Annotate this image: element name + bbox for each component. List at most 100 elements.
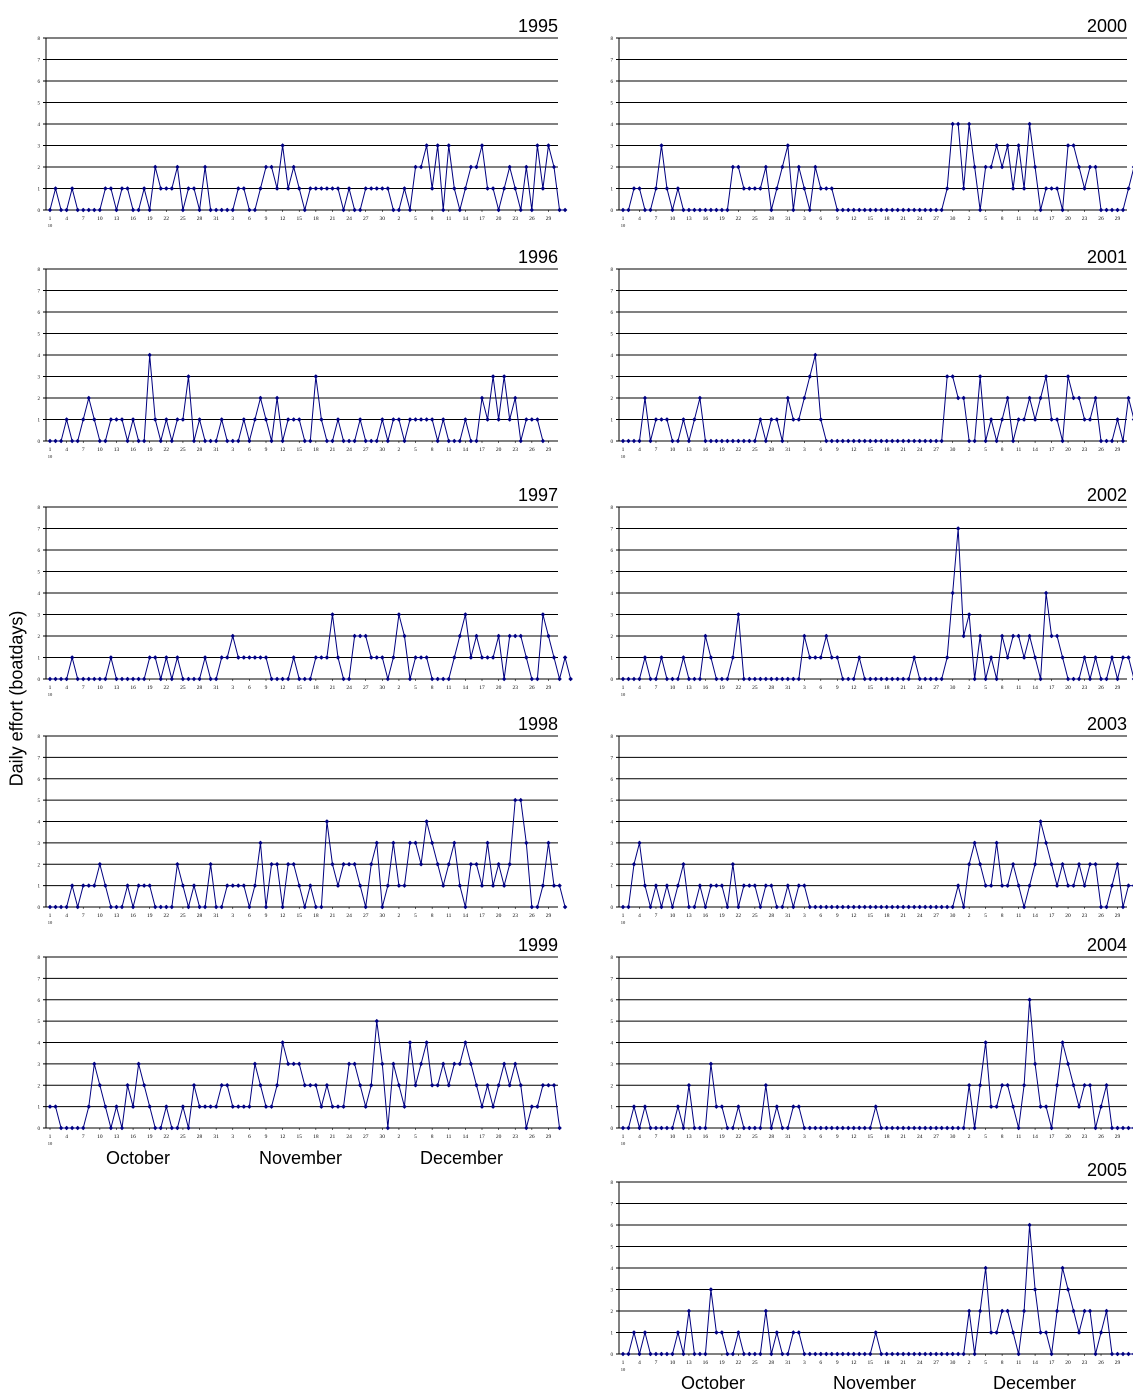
data-point — [802, 1125, 807, 1131]
x-tick-label: 8 — [431, 685, 434, 691]
x-tick-label: 23 — [1082, 216, 1088, 222]
data-point — [983, 676, 988, 682]
data-point — [681, 417, 686, 422]
data-point — [147, 883, 152, 888]
x-tick-label: 31 — [785, 685, 791, 691]
data-point — [152, 904, 158, 910]
x-tick-label: 9 — [265, 1134, 268, 1140]
data-point — [147, 207, 152, 213]
x-tick-label: 24 — [917, 913, 923, 919]
x-tick-label: 21 — [330, 913, 336, 919]
x-tick-label: 31 — [785, 216, 791, 222]
data-point — [1093, 861, 1098, 867]
data-point — [950, 374, 955, 379]
x-tick-label: 23 — [512, 447, 518, 453]
chart-title: 1998 — [518, 714, 558, 734]
data-point — [463, 417, 468, 422]
data-point — [763, 1082, 769, 1088]
data-point — [141, 438, 147, 444]
data-point — [197, 676, 202, 682]
data-point — [363, 438, 368, 444]
data-point — [103, 676, 108, 682]
data-point — [796, 1330, 802, 1335]
data-point — [130, 417, 136, 422]
data-point — [983, 438, 988, 444]
data-point — [236, 655, 241, 660]
data-point — [546, 633, 551, 639]
data-point — [202, 438, 208, 444]
data-point — [208, 207, 213, 213]
x-tick-label: 12 — [280, 1134, 286, 1140]
y-tick-label: 1 — [38, 419, 41, 424]
x-tick-label: 26 — [1098, 447, 1104, 453]
data-point — [840, 1125, 846, 1131]
data-point — [1043, 840, 1049, 846]
data-point — [686, 904, 692, 910]
data-point — [152, 1125, 158, 1131]
data-point — [999, 164, 1005, 170]
data-point — [823, 1125, 829, 1131]
data-point — [873, 438, 879, 444]
data-point — [413, 164, 418, 170]
x-tick-label: 3 — [231, 447, 234, 453]
data-point — [158, 904, 164, 910]
data-point — [856, 1125, 862, 1131]
data-point — [435, 861, 440, 867]
data-point — [813, 1351, 818, 1357]
data-point — [922, 904, 928, 910]
y-axis-label: Daily effort (boatdays) — [6, 610, 27, 787]
data-point — [922, 676, 928, 682]
data-point — [1016, 883, 1021, 888]
data-point — [972, 1125, 977, 1131]
data-point — [319, 904, 324, 910]
x-tick-label: 13 — [114, 216, 120, 222]
y-tick-label: 6 — [611, 549, 614, 554]
x-tick-label: 29 — [546, 216, 552, 222]
data-point — [302, 1082, 308, 1088]
x-tick-label: 13 — [686, 685, 692, 691]
data-point — [136, 676, 141, 682]
y-tick-label: 1 — [611, 188, 614, 193]
y-tick-label: 6 — [611, 80, 614, 85]
data-point — [703, 207, 708, 213]
x-tick-label: 27 — [933, 685, 939, 691]
data-point — [719, 883, 725, 888]
data-point — [994, 1104, 999, 1109]
data-point — [202, 164, 208, 170]
data-point — [1076, 1104, 1082, 1109]
data-point — [1065, 1061, 1071, 1067]
data-point — [730, 1125, 736, 1131]
data-point — [69, 1125, 75, 1131]
data-point — [922, 1351, 928, 1357]
data-point — [675, 1104, 681, 1109]
data-point — [933, 207, 939, 213]
data-point — [1109, 655, 1115, 660]
x-tick-label: 2 — [968, 913, 971, 919]
data-point — [653, 676, 659, 682]
data-point — [725, 676, 730, 682]
data-point — [241, 186, 247, 191]
data-point — [648, 1125, 653, 1131]
data-point — [900, 1125, 906, 1131]
data-point — [252, 417, 258, 422]
x-tick-label: 12 — [280, 685, 286, 691]
x-tick-label: 20 — [1065, 216, 1071, 222]
data-point — [313, 186, 319, 191]
data-point — [97, 676, 103, 682]
data-point — [944, 186, 950, 191]
data-point — [147, 655, 152, 660]
data-point — [169, 186, 175, 191]
x-tick-label: 8 — [431, 913, 434, 919]
x-tick-label: 30 — [380, 447, 386, 453]
data-point — [807, 207, 813, 213]
data-point — [785, 395, 791, 401]
data-point — [507, 417, 512, 422]
data-point — [53, 186, 58, 191]
x-tick-label: 8 — [1001, 1360, 1004, 1366]
data-point — [1104, 1082, 1109, 1088]
data-point — [152, 655, 158, 660]
data-point — [807, 374, 813, 379]
x-tick-label: 24 — [917, 447, 923, 453]
